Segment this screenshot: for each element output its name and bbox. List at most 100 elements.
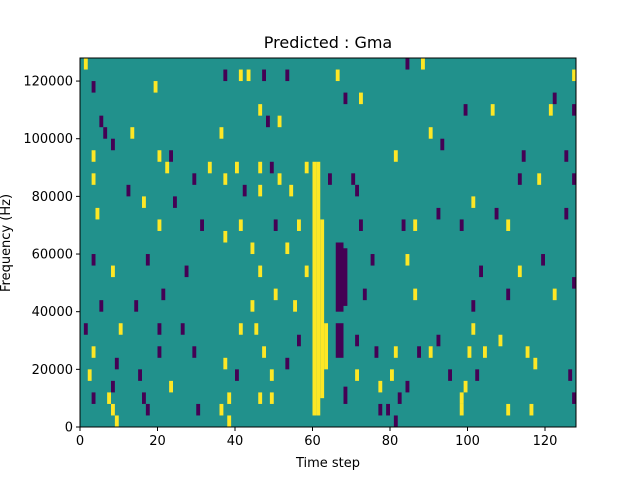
heatmap-background xyxy=(80,58,576,427)
heatmap-cell xyxy=(142,392,146,404)
heatmap-cell xyxy=(258,104,263,116)
heatmap-cell xyxy=(436,207,441,220)
heatmap-cell xyxy=(285,69,290,82)
heatmap-cell xyxy=(95,207,100,220)
heatmap-cell xyxy=(223,173,228,185)
heatmap-cell xyxy=(405,254,410,266)
heatmap-cell xyxy=(269,369,274,381)
y-axis: 0 20000 40000 60000 80000 100000 120000 xyxy=(23,75,80,436)
heatmap-cell xyxy=(145,254,150,266)
heatmap-band xyxy=(312,161,317,416)
heatmap-cell xyxy=(91,392,96,404)
heatmap-cell xyxy=(153,81,158,93)
heatmap-cell xyxy=(91,81,96,93)
heatmap-cell xyxy=(297,219,301,231)
heatmap-cell xyxy=(448,369,452,381)
y-tick-label: 60000 xyxy=(32,248,73,263)
heatmap-cell xyxy=(393,346,398,358)
heatmap-cell xyxy=(355,334,359,347)
heatmap-cell xyxy=(142,196,146,208)
heatmap-band xyxy=(320,219,325,399)
heatmap-cell xyxy=(165,161,170,174)
heatmap-cell xyxy=(405,58,410,70)
heatmap-cell xyxy=(250,242,255,255)
heatmap-cell xyxy=(91,150,96,162)
heatmap-cell xyxy=(552,288,557,301)
heatmap-cell xyxy=(277,173,282,185)
heatmap-cell xyxy=(258,184,263,197)
heatmap-cell xyxy=(506,288,511,301)
heatmap-cell xyxy=(169,380,173,393)
heatmap-cell xyxy=(227,392,232,404)
heatmap-cell xyxy=(219,403,224,416)
heatmap-cell xyxy=(378,380,383,393)
y-tick-label: 20000 xyxy=(32,363,73,378)
heatmap-cell xyxy=(397,392,402,404)
heatmap-cell xyxy=(572,277,576,289)
x-tick-label: 60 xyxy=(304,434,321,449)
heatmap-cell xyxy=(91,254,96,266)
heatmap-cell xyxy=(297,334,301,347)
heatmap-cell xyxy=(192,346,197,358)
heatmap-cell xyxy=(304,265,309,278)
heatmap-cell xyxy=(258,265,263,278)
y-tick-label: 40000 xyxy=(32,305,73,320)
heatmap-cell xyxy=(289,184,294,197)
heatmap-cell xyxy=(417,346,421,358)
heatmap-cell xyxy=(463,104,468,116)
heatmap-cell xyxy=(192,173,197,185)
x-tick-label: 40 xyxy=(227,434,244,449)
heatmap-cell xyxy=(180,323,185,335)
heatmap-band xyxy=(335,323,344,358)
heatmap-cell xyxy=(572,104,576,116)
heatmap-cell xyxy=(173,196,177,208)
heatmap-cell xyxy=(541,254,545,266)
heatmap-cell xyxy=(83,323,88,335)
heatmap-cell xyxy=(483,346,487,358)
heatmap-cell xyxy=(169,150,173,162)
x-axis: 0 20 40 60 80 100 120 xyxy=(76,427,558,449)
heatmap-bands xyxy=(312,161,348,416)
x-tick-label: 80 xyxy=(382,434,399,449)
x-tick-label: 100 xyxy=(455,434,480,449)
heatmap-cell xyxy=(91,346,96,358)
heatmap-cell xyxy=(157,323,162,335)
chart-title: Predicted : Gma xyxy=(264,33,392,52)
heatmap-cell xyxy=(421,58,425,70)
heatmap-cell xyxy=(293,300,297,312)
heatmap-cell xyxy=(99,300,104,312)
heatmap-cell xyxy=(227,415,232,427)
heatmap-cell xyxy=(111,403,115,416)
heatmap-cell xyxy=(355,369,359,381)
heatmap-cell xyxy=(525,346,530,358)
heatmap-cell xyxy=(467,346,472,358)
heatmap-cell xyxy=(428,127,433,139)
heatmap-cell xyxy=(459,403,464,416)
heatmap-cell xyxy=(463,380,468,393)
heatmap-cell xyxy=(479,265,483,278)
heatmap-cell xyxy=(537,173,542,185)
heatmap-band xyxy=(343,386,348,404)
heatmap-cell xyxy=(405,380,410,393)
heatmap-cell xyxy=(107,392,111,404)
x-tick-label: 0 xyxy=(76,434,84,449)
heatmap-cell xyxy=(269,392,274,404)
heatmap-cell xyxy=(517,265,522,278)
heatmap-cell xyxy=(494,207,499,220)
heatmap-cell xyxy=(285,242,290,255)
heatmap-cell xyxy=(262,346,266,358)
heatmap-cell xyxy=(471,196,476,208)
heatmap-cell xyxy=(564,150,569,162)
heatmap-cell xyxy=(83,58,88,70)
heatmap-cell xyxy=(393,150,398,162)
heatmap-cell xyxy=(235,161,239,174)
heatmap-cell xyxy=(471,300,476,312)
y-tick-label: 0 xyxy=(65,421,73,436)
heatmap-cell xyxy=(285,357,290,370)
heatmap-cell xyxy=(506,219,511,231)
heatmap-cell xyxy=(118,323,123,335)
x-tick-label: 120 xyxy=(533,434,558,449)
heatmap-cell xyxy=(370,254,375,266)
heatmap-cell xyxy=(207,161,212,174)
heatmap-cell xyxy=(246,69,251,82)
